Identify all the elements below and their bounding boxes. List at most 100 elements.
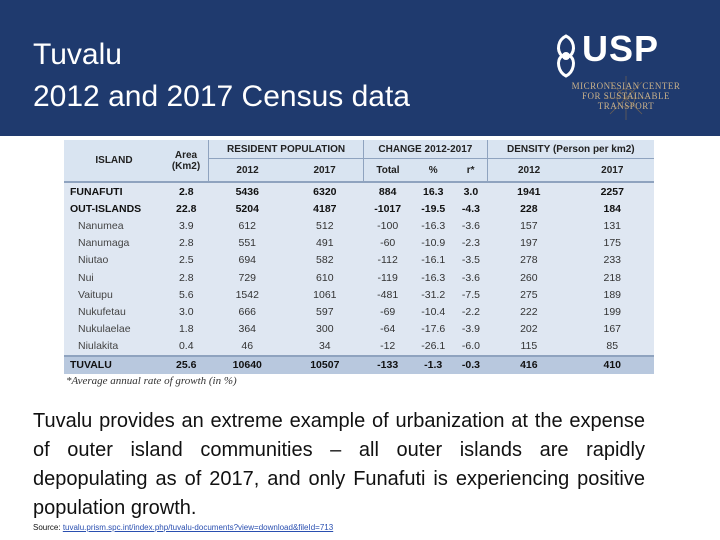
cell-area: 3.9 xyxy=(164,217,209,235)
subheader-pop-2012: 2012 xyxy=(208,158,287,182)
cell-island: Nanumaga xyxy=(64,234,164,252)
cell-change-r: -4.3 xyxy=(454,200,488,218)
cell-area: 0.4 xyxy=(164,337,209,356)
cell-change-pct: -1.3 xyxy=(411,354,455,374)
cell-density-2017: 167 xyxy=(570,320,654,338)
cell-area: 22.8 xyxy=(164,200,209,218)
cell-pop-2012: 694 xyxy=(208,251,287,269)
cell-pop-2017: 491 xyxy=(286,234,364,252)
usp-wordmark: USP xyxy=(582,28,660,69)
cell-island: Nukulaelae xyxy=(64,320,164,338)
cell-area: 5.6 xyxy=(164,286,209,304)
cell-change-r: -3.9 xyxy=(454,320,488,338)
cell-island: FUNAFUTI xyxy=(64,180,164,201)
subheader-change-r: r* xyxy=(454,158,488,182)
cell-island: OUT-ISLANDS xyxy=(64,200,164,218)
subheader-density-2012: 2012 xyxy=(486,158,571,182)
cell-density-2017: 85 xyxy=(570,337,654,356)
cell-pop-2012: 10640 xyxy=(208,354,287,374)
cell-change-total: -100 xyxy=(363,217,412,235)
cell-density-2012: 1941 xyxy=(487,180,571,201)
cell-change-total: -481 xyxy=(363,286,412,304)
cell-pop-2012: 666 xyxy=(208,303,287,321)
table-row: Niutao 2.5 694 582 -112 -16.1 -3.5 278 233 xyxy=(64,251,654,269)
cell-change-r: -2.2 xyxy=(454,303,488,321)
cell-density-2012: 416 xyxy=(487,354,571,374)
cell-change-pct: -17.6 xyxy=(411,320,455,338)
table-footnote: *Average annual rate of growth (in %) xyxy=(66,374,237,387)
cell-island: Nui xyxy=(64,268,164,287)
slide-header: Tuvalu 2012 and 2017 Census data USP MIC… xyxy=(0,0,720,136)
cell-pop-2012: 551 xyxy=(208,234,287,252)
cell-pop-2017: 6320 xyxy=(286,180,364,201)
cell-change-pct: -16.3 xyxy=(411,268,455,287)
cell-density-2017: 410 xyxy=(570,354,654,374)
cell-change-pct: -10.9 xyxy=(411,234,455,252)
header-resident-population: RESIDENT POPULATION xyxy=(207,140,364,159)
cell-change-total: -64 xyxy=(363,320,412,338)
cell-change-total: -1017 xyxy=(363,200,412,218)
source-link[interactable]: tuvalu.prism.spc.int/index.php/tuvalu-do… xyxy=(62,523,334,532)
cell-area: 2.8 xyxy=(164,180,209,201)
cell-area: 2.8 xyxy=(164,268,209,287)
center-name-line-2: FOR SUSTAINABLE xyxy=(581,91,671,101)
table-row: Nui 2.8 729 610 -119 -16.3 -3.6 260 218 xyxy=(64,268,654,287)
table-row: Nukulaelae 1.8 364 300 -64 -17.6 -3.9 202 167 xyxy=(64,320,654,338)
cell-density-2017: 199 xyxy=(570,303,654,321)
cell-change-pct: -31.2 xyxy=(411,286,455,304)
cell-pop-2012: 364 xyxy=(208,320,287,338)
cell-pop-2012: 612 xyxy=(208,217,287,235)
census-table-container: ISLAND Area (Km2) RESIDENT POPULATION CH… xyxy=(64,140,654,387)
cell-change-pct: -16.3 xyxy=(411,217,455,235)
header-island: ISLAND xyxy=(64,140,164,183)
header-density: DENSITY (Person per km2) xyxy=(486,140,654,159)
cell-pop-2012: 46 xyxy=(208,337,287,356)
subheader-change-pct: % xyxy=(411,158,455,182)
cell-change-pct: -16.1 xyxy=(411,251,455,269)
cell-density-2017: 218 xyxy=(570,268,654,287)
cell-area: 25.6 xyxy=(164,354,209,374)
census-table: ISLAND Area (Km2) RESIDENT POPULATION CH… xyxy=(64,140,654,374)
table-row: FUNAFUTI 2.8 5436 6320 884 16.3 3.0 1941 2257 xyxy=(64,180,654,201)
center-name-line-1: MICRONESIAN CENTER xyxy=(571,81,681,91)
cell-change-pct: -19.5 xyxy=(411,200,455,218)
cell-pop-2017: 1061 xyxy=(286,286,364,304)
cell-pop-2012: 1542 xyxy=(208,286,287,304)
cell-density-2012: 115 xyxy=(487,337,571,356)
table-row: Nukufetau 3.0 666 597 -69 -10.4 -2.2 222 199 xyxy=(64,303,654,321)
table-row: OUT-ISLANDS 22.8 5204 4187 -1017 -19.5 -4.3 228… xyxy=(64,200,654,218)
cell-change-total: -119 xyxy=(363,268,412,287)
cell-density-2017: 189 xyxy=(570,286,654,304)
cell-pop-2017: 34 xyxy=(286,337,364,356)
cell-area: 1.8 xyxy=(164,320,209,338)
table-row: Nanumea 3.9 612 512 -100 -16.3 -3.6 157 131 xyxy=(64,217,654,235)
cell-island: Vaitupu xyxy=(64,286,164,304)
cell-area: 2.5 xyxy=(164,251,209,269)
cell-change-pct: -10.4 xyxy=(411,303,455,321)
cell-pop-2012: 5436 xyxy=(208,180,287,201)
title-line-1: Tuvalu xyxy=(33,38,122,71)
compass-star-icon xyxy=(604,76,648,120)
cell-change-pct: -26.1 xyxy=(411,337,455,356)
subheader-pop-2017: 2017 xyxy=(286,158,364,182)
cell-density-2017: 184 xyxy=(570,200,654,218)
cell-change-r: -2.3 xyxy=(454,234,488,252)
table-row: Nanumaga 2.8 551 491 -60 -10.9 -2.3 197 175 xyxy=(64,234,654,252)
cell-density-2017: 233 xyxy=(570,251,654,269)
cell-density-2012: 202 xyxy=(487,320,571,338)
cell-density-2012: 278 xyxy=(487,251,571,269)
cell-change-total: -112 xyxy=(363,251,412,269)
cell-island: Niutao xyxy=(64,251,164,269)
cell-density-2012: 197 xyxy=(487,234,571,252)
cell-island: Nukufetau xyxy=(64,303,164,321)
description-text: Tuvalu provides an extreme example of ur… xyxy=(33,410,645,519)
cell-pop-2017: 4187 xyxy=(286,200,364,218)
header-area: Area (Km2) xyxy=(164,140,209,183)
cell-area: 2.8 xyxy=(164,234,209,252)
cell-change-r: -7.5 xyxy=(454,286,488,304)
cell-change-r: -3.5 xyxy=(454,251,488,269)
cell-density-2017: 2257 xyxy=(570,180,654,201)
source-label: Source: xyxy=(33,523,61,532)
cell-change-total: -69 xyxy=(363,303,412,321)
cell-change-r: -6.0 xyxy=(454,337,488,356)
